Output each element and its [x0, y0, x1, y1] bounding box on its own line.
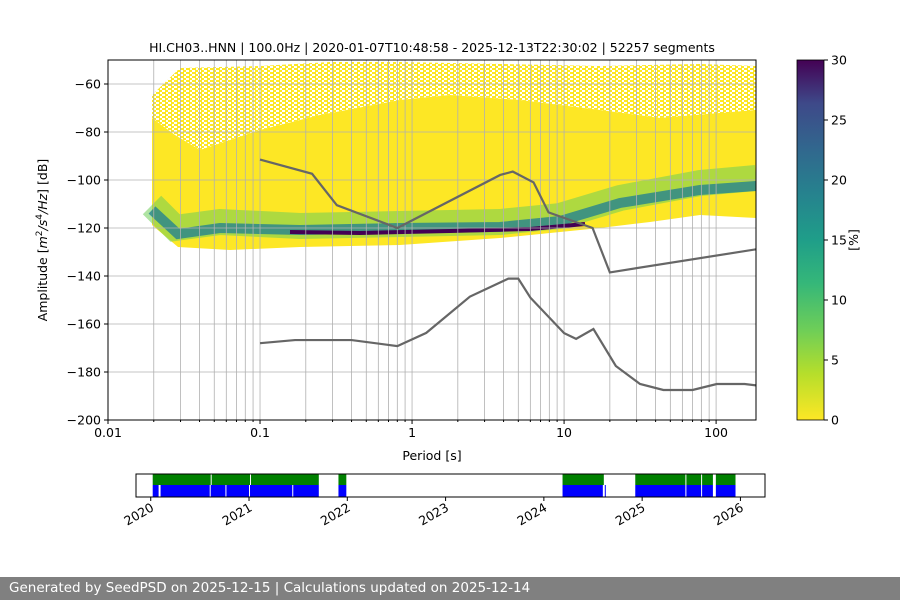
timeline-tick-label: 2021	[219, 500, 254, 529]
x-axis-ticks: 0.01 0.1 1 10 100	[94, 420, 728, 440]
y-axis-ticks: −200 −180 −160 −140 −120 −100 −80 −60	[67, 77, 108, 428]
timeline-frame	[135, 473, 766, 498]
processed-span	[562, 474, 604, 485]
colorbar-tick-label: 30	[831, 53, 847, 68]
data-availability-timeline	[152, 474, 736, 497]
noise-models	[259, 158, 756, 392]
available-span	[715, 485, 736, 497]
y-tick-label: −180	[67, 365, 101, 380]
available-span	[210, 485, 226, 497]
available-span	[160, 485, 210, 497]
timeline-tick-label: 2024	[514, 500, 549, 529]
available-span	[702, 485, 713, 497]
nlnm-line	[259, 277, 756, 392]
available-span	[250, 485, 293, 497]
processed-span	[635, 474, 686, 485]
y-tick-label: −120	[67, 221, 101, 236]
y-tick-label: −100	[67, 173, 101, 188]
colorbar-tick-label: 20	[831, 173, 847, 188]
timeline-tick-label: 2022	[318, 500, 353, 529]
colorbar	[796, 59, 825, 421]
available-span	[338, 485, 347, 497]
x-tick-label: 0.1	[250, 425, 270, 440]
y-tick-label: −60	[75, 77, 101, 92]
x-tick-label: 10	[556, 425, 572, 440]
y-axis-label: Amplitude [m2/s4/Hz] [dB]	[35, 159, 50, 322]
plot-frame	[107, 59, 757, 421]
available-span	[152, 485, 159, 497]
processed-span	[338, 474, 347, 485]
colorbar-tick-label: 0	[831, 413, 839, 428]
psd-density-band	[148, 181, 756, 240]
available-span	[604, 485, 606, 497]
y-tick-label: −200	[67, 413, 101, 428]
timeline-tick-label: 2023	[416, 500, 451, 529]
colorbar-label: [%]	[846, 229, 861, 251]
processed-span	[686, 474, 702, 485]
footer: Generated by SeedPSD on 2025-12-15 | Cal…	[0, 577, 900, 600]
available-span	[686, 485, 702, 497]
colorbar-tick-label: 15	[831, 233, 847, 248]
available-span	[226, 485, 250, 497]
available-span	[562, 485, 603, 497]
processed-span	[211, 474, 251, 485]
y-tick-label: −80	[75, 125, 101, 140]
y-tick-label: −140	[67, 269, 101, 284]
y-tick-label: −160	[67, 317, 101, 332]
timeline-tick-label: 2025	[613, 500, 648, 529]
x-tick-label: 1	[408, 425, 416, 440]
processed-span	[702, 474, 713, 485]
available-span	[293, 485, 319, 497]
x-axis-label: Period [s]	[402, 448, 461, 463]
chart-title: HI.CH03..HNN | 100.0Hz | 2020-01-07T10:4…	[149, 40, 715, 55]
psd-histogram	[108, 60, 756, 420]
processed-span	[250, 474, 319, 485]
processed-span	[715, 474, 736, 485]
available-span	[635, 485, 686, 497]
timeline-ticks: 2020 2021 2022 2023 2024 2025 2026	[121, 497, 746, 529]
x-tick-label: 0.01	[94, 425, 122, 440]
processed-span	[152, 474, 211, 485]
colorbar-ticks: 0 5 10 15 20 25 30	[824, 53, 847, 428]
grid	[108, 60, 756, 420]
psd-mode-line	[289, 222, 586, 236]
timeline-tick-label: 2026	[711, 500, 746, 529]
timeline-tick-label: 2020	[121, 500, 156, 529]
colorbar-tick-label: 5	[831, 353, 839, 368]
x-tick-label: 100	[704, 425, 728, 440]
colorbar-tick-label: 25	[831, 113, 847, 128]
colorbar-tick-label: 10	[831, 293, 847, 308]
nhnm-line	[259, 158, 756, 274]
